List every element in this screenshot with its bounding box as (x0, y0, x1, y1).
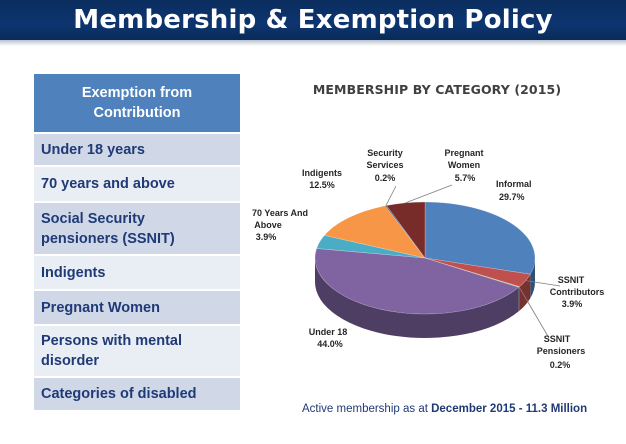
slice-value-ssnit-contributors: 3.9% (562, 299, 583, 309)
slice-name-security-services-1: Security (367, 148, 403, 158)
exemption-item-label: 70 years and above (41, 176, 175, 192)
exemption-item-label: Social Security (41, 210, 145, 227)
exemption-heading-line2: Contribution (93, 105, 181, 121)
slice-name-ssnit-pensioners-1: SSNIT (544, 334, 571, 344)
leader-line-security-services (385, 185, 397, 206)
exemption-item-label: Indigents (41, 264, 106, 281)
active-membership-note: Active membership as at December 2015 - … (302, 403, 612, 415)
title-bar-shadow (0, 40, 626, 46)
exemption-item-mental-disorder: Persons with mental disorder (34, 326, 240, 378)
note-date: December 2015 (431, 403, 516, 415)
slice-name-70-years-2: Above (254, 220, 282, 230)
slice-value-security-services: 0.2% (375, 173, 396, 183)
exemption-item-label-cont: pensioners (SSNIT) (41, 230, 175, 247)
exemption-item-70-years: 70 years and above (34, 167, 240, 203)
exemption-item-label: Pregnant Women (41, 299, 160, 316)
pie-leader-lines (385, 184, 561, 339)
exemption-item-label: Under 18 years (41, 141, 145, 158)
slice-name-pregnant-women-2: Women (448, 160, 480, 170)
slice-name-70-years-1: 70 Years And (252, 208, 308, 218)
slice-name-under-18: Under 18 (309, 327, 348, 337)
note-separator: - (515, 403, 526, 415)
pie-slice-security-services (384, 205, 426, 259)
pie-slice-ssnit-contributors (424, 257, 531, 288)
pie-slice-indigents (323, 205, 426, 259)
slice-name-ssnit-pensioners-2: Pensioners (537, 346, 586, 356)
slice-name-pregnant-women-1: Pregnant (444, 148, 483, 158)
pie-side-informal (530, 258, 535, 299)
page-title: Membership & Exemption Policy (73, 5, 553, 35)
exemption-item-label: Categories of disabled (41, 386, 197, 402)
exemption-item-under-18: Under 18 years (34, 134, 240, 167)
exemption-item-indigents: Indigents (34, 256, 240, 291)
slice-value-pregnant-women: 5.7% (455, 173, 476, 183)
pie-slice-70-years-and-above (316, 235, 426, 259)
leader-line-ssnit-pensioners (518, 286, 550, 339)
note-prefix: Active membership as at (302, 403, 432, 415)
pie-side-under-18 (315, 258, 519, 339)
exemption-table-header: Exemption from Contribution (34, 74, 240, 134)
slice-name-security-services-2: Services (366, 160, 403, 170)
pie-slice-under-18 (314, 248, 520, 315)
slice-value-indigents: 12.5% (309, 180, 335, 190)
title-bar: Membership & Exemption Policy (0, 0, 626, 40)
slice-value-ssnit-pensioners: 0.2% (550, 360, 571, 370)
exemption-item-ssnit-pensioners: Social Security pensioners (SSNIT) (34, 203, 240, 256)
slice-value-informal: 29.7% (499, 192, 525, 202)
leader-line-pregnant-women (405, 184, 453, 204)
exemption-item-disabled: Categories of disabled (34, 378, 240, 412)
pie-slice-informal (424, 201, 536, 275)
pie-slices (314, 201, 536, 315)
chart-title: MEMBERSHIP BY CATEGORY (2015) (312, 82, 562, 97)
slice-name-indigents: Indigents (302, 168, 342, 178)
exemption-item-label: Persons with mental (41, 333, 183, 349)
exemption-item-pregnant-women: Pregnant Women (34, 291, 240, 326)
slice-name-informal: Informal (496, 179, 532, 189)
pie-slice-pregnant-women (385, 201, 426, 259)
exemption-heading-line1: Exemption from (81, 85, 193, 101)
exemption-item-label-cont: disorder (41, 353, 100, 369)
slice-name-ssnit-contributors-1: SSNIT (558, 275, 585, 285)
slice-value-under-18: 44.0% (317, 339, 343, 349)
note-total: 11.3 Million (525, 403, 588, 415)
pie-side-ssnit-pensioners (518, 286, 520, 312)
exemption-table: Exemption from Contribution Under 18 yea… (34, 74, 240, 412)
slice-value-70-years: 3.9% (256, 232, 277, 242)
slice-name-ssnit-contributors-2: Contributors (550, 287, 605, 297)
leader-line-ssnit-contributors (525, 280, 561, 287)
